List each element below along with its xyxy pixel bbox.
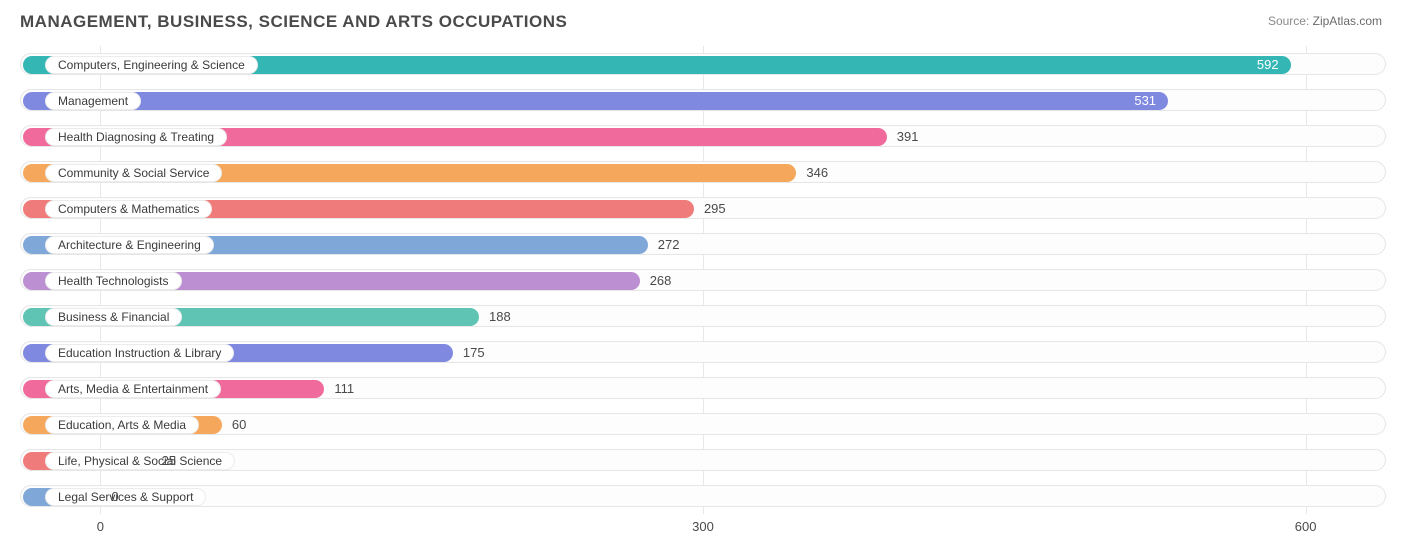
bar-track: Arts, Media & Entertainment 111 (20, 377, 1386, 399)
bar-value: 111 (334, 381, 354, 396)
bar-value: 592 (1257, 57, 1279, 72)
bar-track: Community & Social Service 346 (20, 161, 1386, 183)
plot-area: Computers, Engineering & Science 592 Manag… (20, 46, 1386, 514)
bar-label-pill: Health Technologists (45, 272, 182, 290)
bar-row: Management 531 (20, 82, 1386, 118)
bar-value: 391 (897, 129, 919, 144)
bar-track: Architecture & Engineering 272 (20, 233, 1386, 255)
bar-row: Business & Financial 188 (20, 298, 1386, 334)
bar-row: Health Diagnosing & Treating 391 (20, 118, 1386, 154)
bar-label-pill: Life, Physical & Social Science (45, 452, 235, 470)
bar-track: Education, Arts & Media 60 (20, 413, 1386, 435)
bar-track: Management 531 (20, 89, 1386, 111)
chart-source: Source: ZipAtlas.com (1268, 14, 1382, 28)
bar-track: Legal Services & Support0 (20, 485, 1386, 507)
bar-value: 60 (232, 417, 246, 432)
bar-row: Education, Arts & Media 60 (20, 406, 1386, 442)
bar-track: Computers, Engineering & Science 592 (20, 53, 1386, 75)
bar-row: Life, Physical & Social Science25 (20, 442, 1386, 478)
bar-value: 346 (806, 165, 828, 180)
bar-track: Computers & Mathematics 295 (20, 197, 1386, 219)
bar-label-pill: Education Instruction & Library (45, 344, 234, 362)
bar-value: 531 (1134, 93, 1156, 108)
x-axis-tick: 300 (692, 519, 714, 534)
bar-label-pill: Community & Social Service (45, 164, 222, 182)
bar-track: Business & Financial 188 (20, 305, 1386, 327)
chart-title: MANAGEMENT, BUSINESS, SCIENCE AND ARTS O… (20, 12, 1386, 32)
bar-value: 175 (463, 345, 485, 360)
bar-label-pill: Computers, Engineering & Science (45, 56, 258, 74)
bar-value: 272 (658, 237, 680, 252)
x-axis-tick: 0 (97, 519, 104, 534)
bar-row: Computers & Mathematics 295 (20, 190, 1386, 226)
bar-label-pill: Legal Services & Support (45, 488, 206, 506)
source-value: ZipAtlas.com (1313, 14, 1382, 28)
x-axis: 0 300 600 (20, 514, 1386, 538)
bar-label-pill: Computers & Mathematics (45, 200, 212, 218)
bar-value: 188 (489, 309, 511, 324)
bar-label-pill: Management (45, 92, 141, 110)
bar-track: Life, Physical & Social Science25 (20, 449, 1386, 471)
x-axis-tick: 600 (1295, 519, 1317, 534)
bar-label-pill: Health Diagnosing & Treating (45, 128, 227, 146)
source-label: Source: (1268, 14, 1309, 28)
bar-fill (23, 92, 1168, 110)
bar-row: Legal Services & Support0 (20, 478, 1386, 514)
bar-value: 268 (650, 273, 672, 288)
bars-group: Computers, Engineering & Science 592 Manag… (20, 46, 1386, 514)
bar-label-pill: Education, Arts & Media (45, 416, 199, 434)
bar-row: Computers, Engineering & Science 592 (20, 46, 1386, 82)
bar-value: 295 (704, 201, 726, 216)
bar-row: Health Technologists 268 (20, 262, 1386, 298)
bar-row: Architecture & Engineering 272 (20, 226, 1386, 262)
bar-row: Education Instruction & Library 175 (20, 334, 1386, 370)
bar-track: Health Technologists 268 (20, 269, 1386, 291)
chart-container: MANAGEMENT, BUSINESS, SCIENCE AND ARTS O… (0, 0, 1406, 558)
bar-row: Community & Social Service 346 (20, 154, 1386, 190)
bar-row: Arts, Media & Entertainment 111 (20, 370, 1386, 406)
bar-label-pill: Arts, Media & Entertainment (45, 380, 221, 398)
bar-track: Education Instruction & Library 175 (20, 341, 1386, 363)
bar-value: 0 (111, 489, 118, 504)
bar-value: 25 (162, 453, 176, 468)
bar-label-pill: Business & Financial (45, 308, 182, 326)
bar-label-pill: Architecture & Engineering (45, 236, 214, 254)
bar-track: Health Diagnosing & Treating 391 (20, 125, 1386, 147)
